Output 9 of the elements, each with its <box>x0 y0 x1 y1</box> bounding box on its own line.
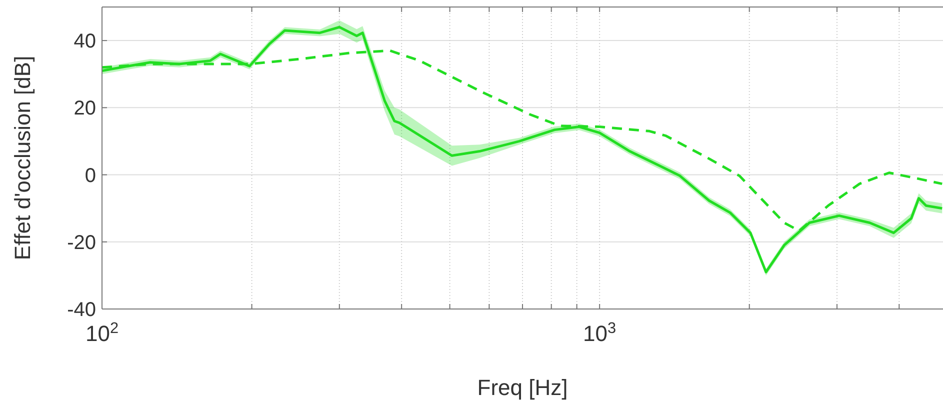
y-axis-title: Effet d'occlusion [dB] <box>10 56 35 260</box>
y-tick-label: -40 <box>67 299 96 321</box>
x-axis-title: Freq [Hz] <box>477 375 568 400</box>
y-tick-label: 0 <box>84 164 96 187</box>
y-tick-label: -20 <box>67 232 96 254</box>
y-tick-label: 40 <box>74 30 96 53</box>
x-tick-label: 10$^{3}$ <box>583 320 616 346</box>
x-tick-label: 10$^{2}$ <box>85 320 119 346</box>
y-tick-label: 20 <box>74 98 96 120</box>
